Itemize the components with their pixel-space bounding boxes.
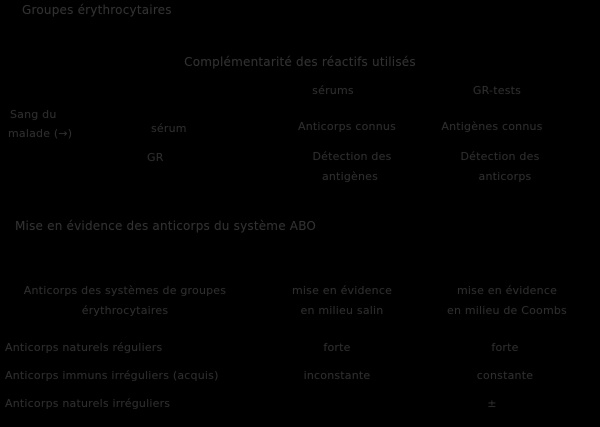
- table1-cell-serums-known: Anticorps connus: [298, 120, 396, 133]
- table2-row-label: Anticorps immuns irréguliers (acquis): [5, 369, 219, 382]
- table2-cell-coombs: forte: [491, 341, 519, 354]
- table2-col2-header-line1: mise en évidence: [291, 284, 393, 297]
- table1-title: Complémentarité des réactifs utilisés: [184, 55, 416, 69]
- table2-cell-salin: inconstante: [303, 369, 371, 382]
- table1-sublabel-serum: sérum: [151, 122, 187, 135]
- section-heading: Mise en évidence des anticorps du systèm…: [15, 219, 317, 233]
- table1-cell-hematies-detect-line1: Détection des: [460, 150, 540, 163]
- table1-col-hematies-header: GR-tests: [472, 84, 522, 97]
- page-title: Groupes érythrocytaires: [22, 3, 172, 17]
- table1-sublabel-gr: GR: [147, 151, 164, 164]
- table2-cell-salin: forte: [323, 341, 351, 354]
- table2-cell-coombs: ±: [487, 397, 497, 410]
- table2-row-label: Anticorps naturels réguliers: [5, 341, 163, 354]
- table2-cell-coombs: constante: [476, 369, 534, 382]
- table2-col1-header-line2: érythrocytaires: [81, 304, 169, 317]
- table1-cell-serums-detect-line1: Détection des: [312, 150, 392, 163]
- table2-col1-header-line1: Anticorps des systèmes de groupes: [23, 284, 227, 297]
- table2-col2-header-line2: en milieu salin: [300, 304, 384, 317]
- table2-row-label: Anticorps naturels irréguliers: [5, 397, 171, 410]
- table1-cell-serums-detect-line2: antigènes: [321, 170, 379, 183]
- table1-col-serums-header: sérums: [312, 84, 354, 97]
- table1-row-label-line2: malade (→): [8, 127, 73, 140]
- table1-cell-hematies-known: Antigènes connus: [441, 120, 543, 133]
- table1-row-label-line1: Sang du: [10, 108, 57, 121]
- table1-cell-hematies-detect-line2: anticorps: [478, 170, 532, 183]
- table2-col3-header-line1: mise en évidence: [456, 284, 558, 297]
- table2-col3-header-line2: en milieu de Coombs: [447, 304, 567, 317]
